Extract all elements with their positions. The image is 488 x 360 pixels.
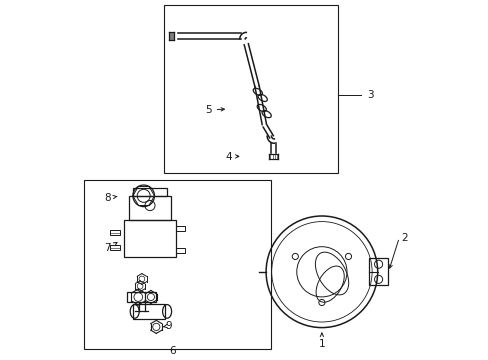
Bar xyxy=(127,292,156,302)
Bar xyxy=(123,220,176,257)
Bar xyxy=(163,5,337,173)
Bar xyxy=(110,245,120,251)
Text: 4: 4 xyxy=(224,152,238,162)
Bar xyxy=(84,180,271,349)
Text: 8: 8 xyxy=(104,193,117,203)
Text: 1: 1 xyxy=(318,339,325,349)
Text: 3: 3 xyxy=(366,90,373,100)
Bar xyxy=(110,230,120,235)
Bar xyxy=(133,304,165,319)
Text: 5: 5 xyxy=(205,105,224,115)
Text: 6: 6 xyxy=(169,346,176,356)
Text: 9: 9 xyxy=(163,321,172,331)
Text: 2: 2 xyxy=(400,233,407,243)
Bar xyxy=(133,188,167,196)
Bar xyxy=(368,258,387,285)
Bar xyxy=(129,196,170,220)
Text: 7: 7 xyxy=(104,243,117,253)
